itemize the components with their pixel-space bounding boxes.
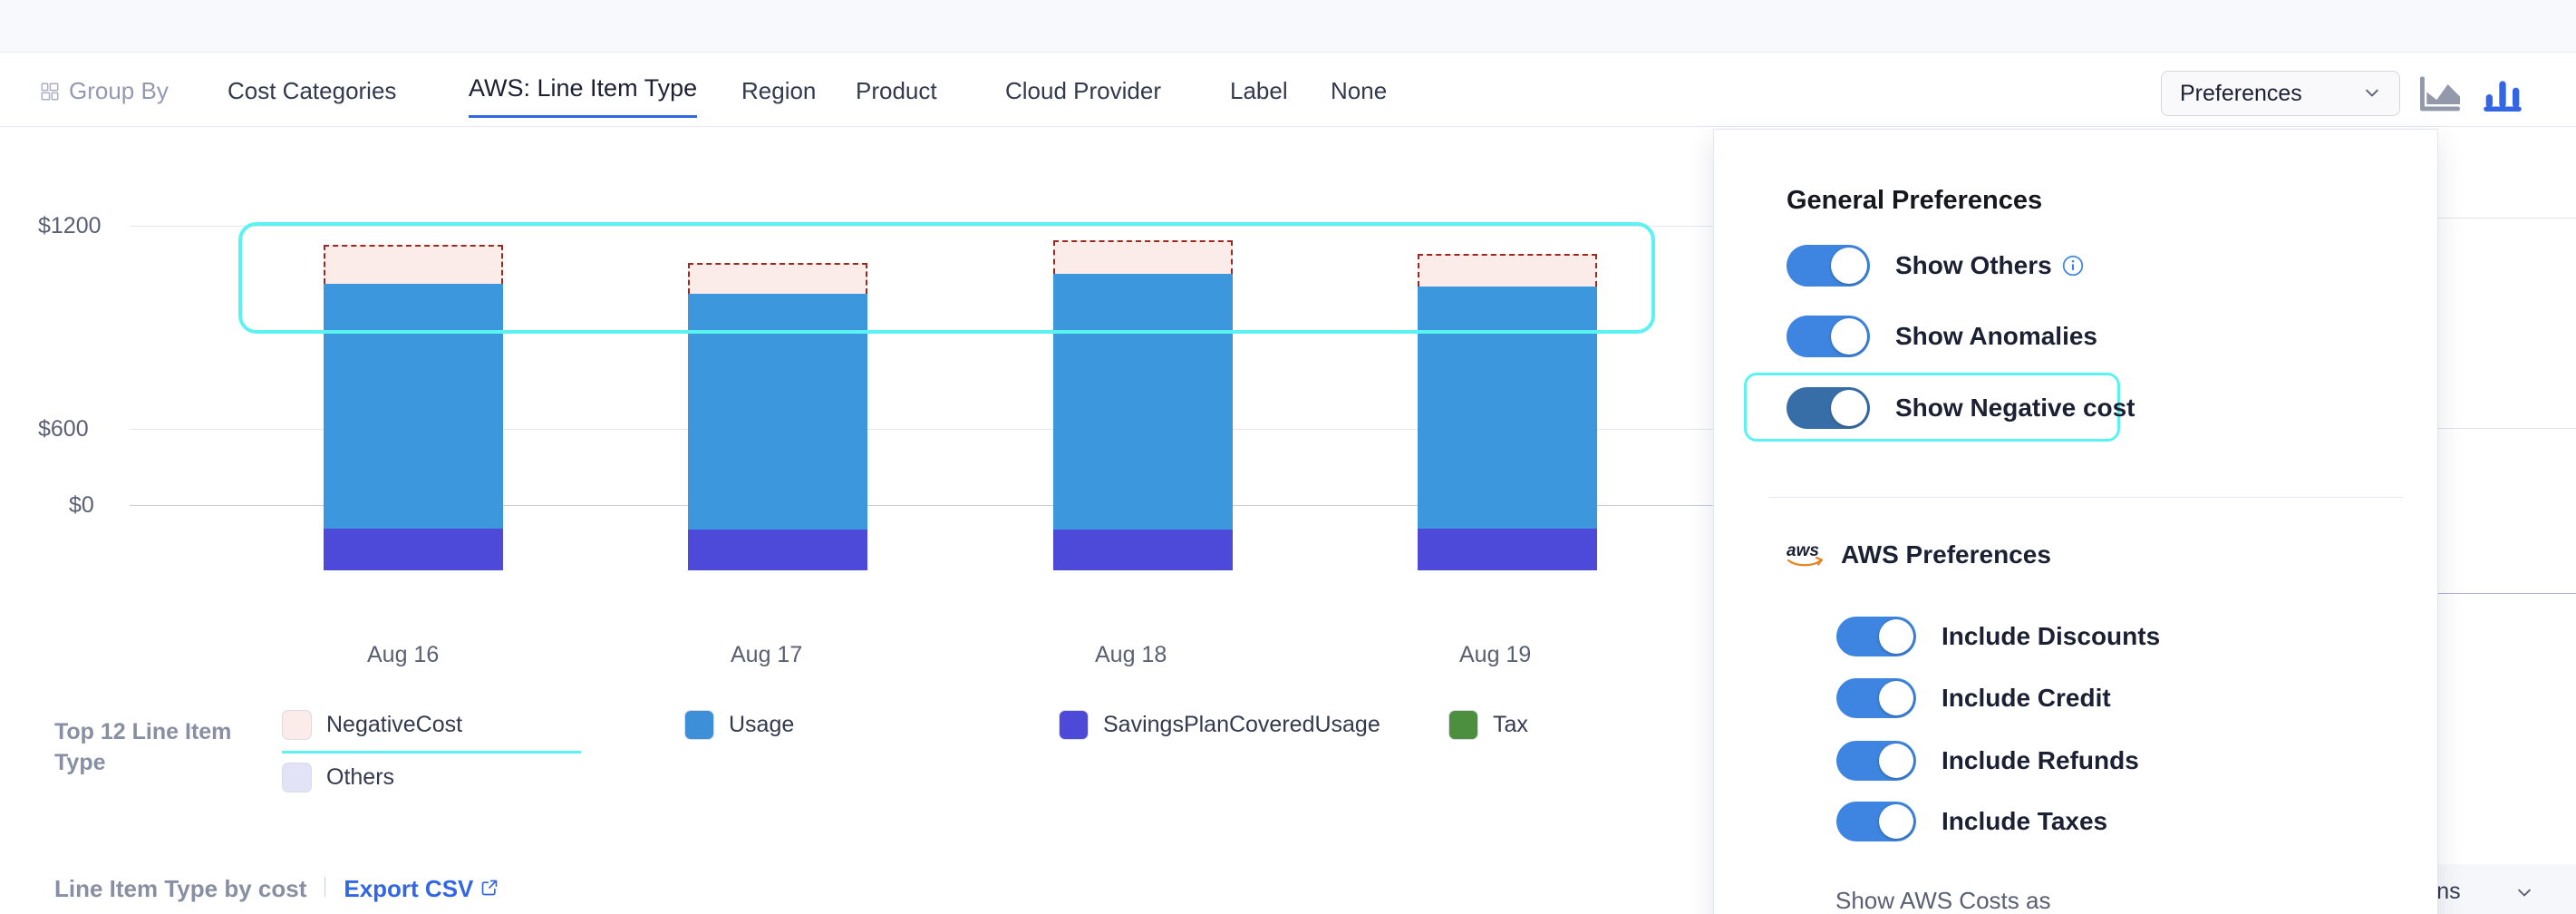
svg-text:aws: aws xyxy=(1787,541,1819,560)
